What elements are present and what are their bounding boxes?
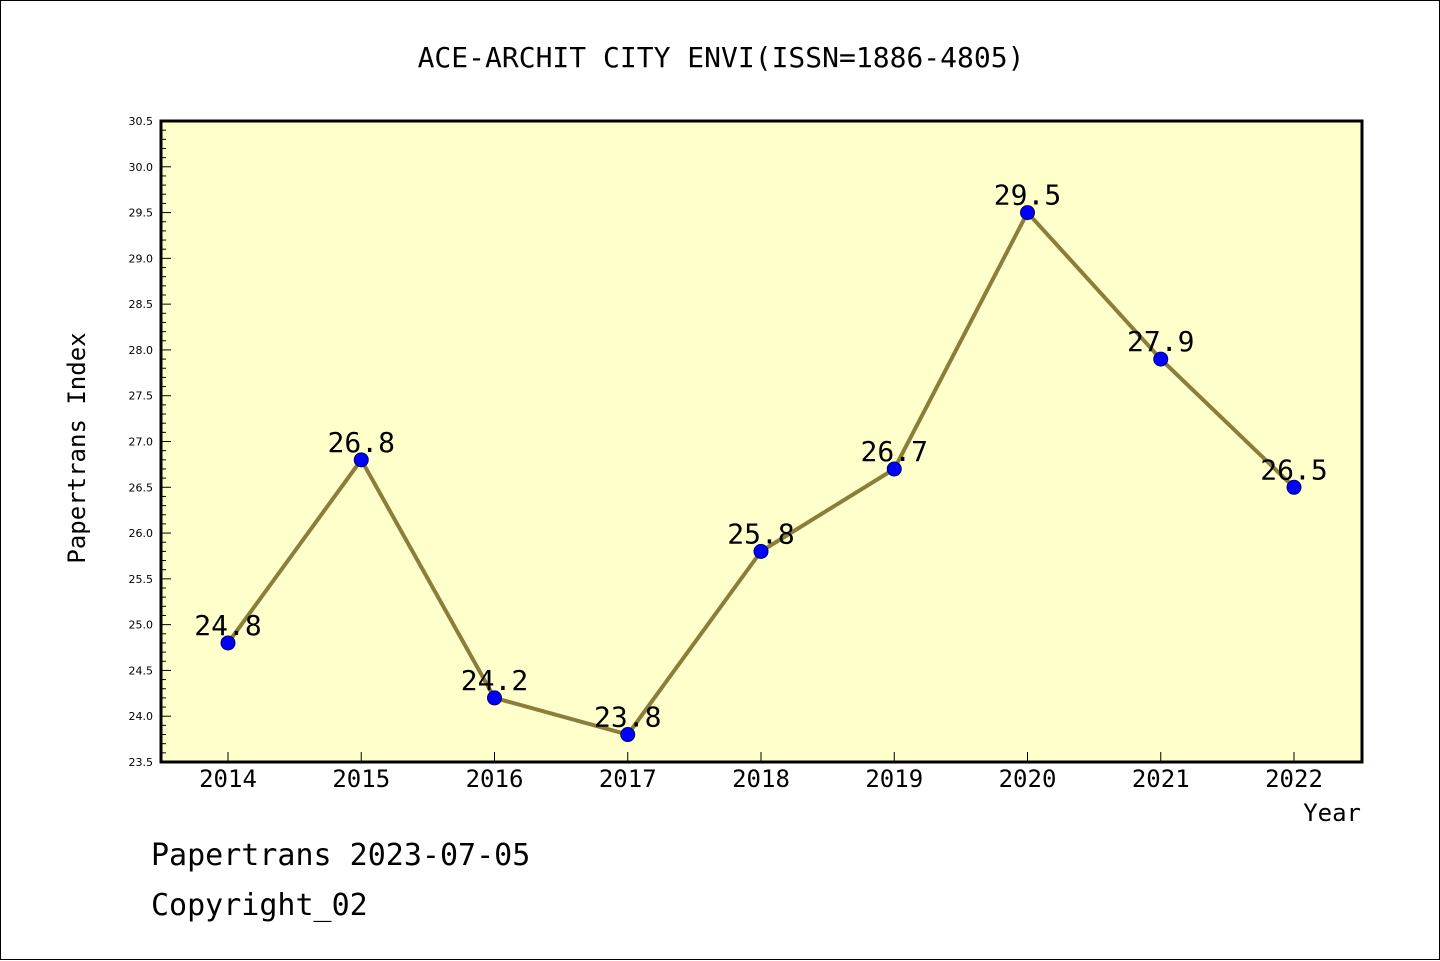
footer-date: Papertrans 2023-07-05 xyxy=(151,838,530,873)
data-label: 29.5 xyxy=(994,179,1061,212)
data-label: 25.8 xyxy=(727,517,794,550)
x-tick-label: 2020 xyxy=(999,765,1057,793)
y-axis-label: Papertrans Index xyxy=(63,332,91,563)
data-point xyxy=(1286,479,1302,495)
data-label: 26.5 xyxy=(1260,453,1327,486)
y-tick-label: 25.5 xyxy=(129,573,154,586)
x-tick-label: 2021 xyxy=(1132,765,1190,793)
y-tick-label: 29.5 xyxy=(129,207,154,220)
y-tick-label: 30.5 xyxy=(129,115,154,128)
y-tick-label: 27.5 xyxy=(129,390,154,403)
x-axis-label: Year xyxy=(1303,799,1361,827)
y-axis: 23.5 24.0 24.5 25.0 25.5 26.0 26.5 27.0 27.5 28.0… xyxy=(129,115,171,769)
data-label: 27.9 xyxy=(1127,325,1194,358)
y-tick-label: 30.0 xyxy=(129,161,154,174)
plot-area xyxy=(159,119,1364,764)
x-tick-label: 2014 xyxy=(199,765,257,793)
data-label: 26.8 xyxy=(328,426,395,459)
x-axis: 2014 2015 2016 2017 2018 2019 2020 2021 2022 xyxy=(199,752,1323,793)
y-tick-label: 25.0 xyxy=(129,619,154,632)
data-label: 23.8 xyxy=(594,701,661,734)
y-tick-label: 28.5 xyxy=(129,298,154,311)
data-point xyxy=(1153,351,1169,367)
data-point xyxy=(353,452,369,468)
data-point xyxy=(487,690,502,706)
data-label: 26.7 xyxy=(861,435,928,468)
data-point xyxy=(753,543,769,559)
y-tick-label: 28.0 xyxy=(129,344,154,357)
chart-title: ACE-ARCHIT CITY ENVI(ISSN=1886-4805) xyxy=(418,41,1025,74)
x-tick-label: 2017 xyxy=(599,765,657,793)
footer-copyright: Copyright_02 xyxy=(151,888,368,923)
data-point xyxy=(1020,205,1035,221)
x-tick-label: 2015 xyxy=(332,765,390,793)
x-tick-label: 2018 xyxy=(732,765,790,793)
y-tick-label: 24.5 xyxy=(129,664,154,677)
y-tick-label: 26.0 xyxy=(129,527,154,540)
y-tick-label: 27.0 xyxy=(129,436,154,449)
y-tick-label: 23.5 xyxy=(129,756,154,769)
x-tick-label: 2022 xyxy=(1265,765,1323,793)
data-point xyxy=(220,635,236,651)
data-label: 24.8 xyxy=(194,609,261,642)
series-group: 24.8 26.8 24.2 23.8 25.8 26.7 29.5 27.9 26.5 xyxy=(194,179,1328,743)
data-point xyxy=(886,461,902,477)
x-tick-label: 2019 xyxy=(865,765,923,793)
y-tick-label: 26.5 xyxy=(129,481,154,494)
data-point xyxy=(620,727,636,743)
y-tick-label: 24.0 xyxy=(129,710,154,723)
data-label: 24.2 xyxy=(461,664,528,697)
x-tick-label: 2016 xyxy=(466,765,524,793)
y-tick-label: 29.0 xyxy=(129,252,154,265)
